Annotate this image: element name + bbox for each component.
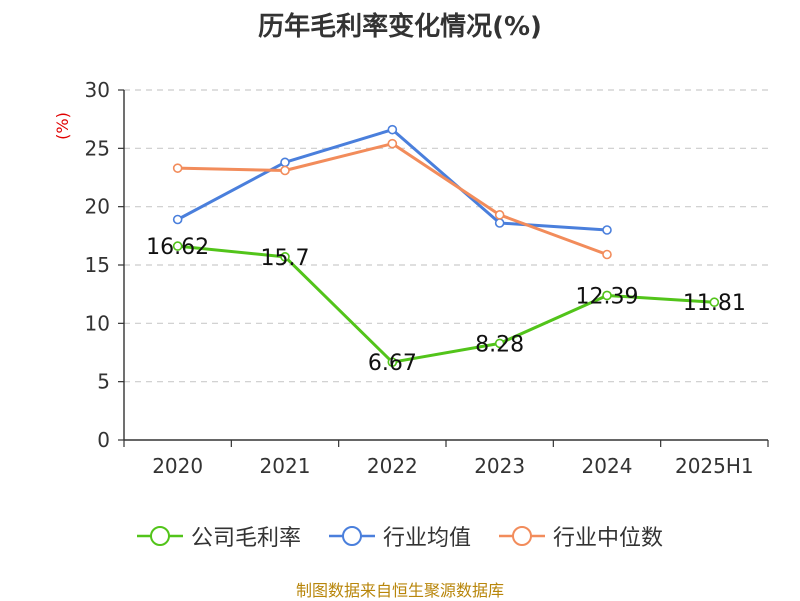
x-tick-label: 2023 [474,454,525,478]
y-tick-label: 5 [97,370,110,394]
legend-marker-icon [328,526,375,546]
data-label: 15.7 [261,246,310,271]
y-tick-label: 15 [85,253,110,277]
y-axis-unit: (%) [53,112,72,140]
data-label: 16.62 [146,235,209,260]
data-point [172,163,183,173]
x-tick-label: 2022 [367,454,418,478]
data-point [172,241,183,251]
series-line [177,244,715,364]
data-point [494,210,505,220]
legend-label: 公司毛利率 [190,526,301,551]
legend-item[interactable]: 公司毛利率 [136,520,301,552]
data-point [280,165,290,176]
data-point [494,218,505,228]
y-tick-label: 10 [85,311,110,335]
legend-label: 行业均值 [382,526,471,551]
y-tick-label: 0 [97,428,110,452]
x-tick-label: 2020 [152,454,203,478]
data-point [602,290,612,301]
data-label: 6.67 [368,351,417,376]
data-point [602,225,612,235]
data-point [387,124,398,135]
data-point [387,357,398,367]
data-point [280,252,290,262]
series-line [177,142,608,256]
data-label: 11.81 [683,291,746,316]
y-tick-label: 25 [85,136,110,160]
data-point [280,157,290,168]
data-point [387,138,398,149]
data-label: 8.28 [475,332,524,357]
y-tick-label: 20 [85,195,110,219]
x-tick-label: 2024 [582,454,633,478]
data-label: 12.39 [576,284,639,309]
chart-title: 历年毛利率变化情况(%) [258,12,542,42]
legend-label: 行业中位数 [553,526,664,551]
data-point [494,338,505,349]
x-tick-label: 2021 [260,454,311,478]
data-point [602,249,612,260]
legend-marker-icon [499,526,545,546]
legend: 公司毛利率 行业均值 行业中位数 [0,520,800,552]
data-point [709,297,720,308]
legend-item[interactable]: 行业均值 [328,520,471,552]
legend-item[interactable]: 行业中位数 [499,520,663,552]
y-tick-label: 30 [85,78,110,102]
x-tick-label: 2025H1 [675,454,754,478]
data-point [172,214,183,225]
legend-marker-icon [136,526,183,546]
source-note: 制图数据来自恒生聚源数据库 [295,581,504,600]
